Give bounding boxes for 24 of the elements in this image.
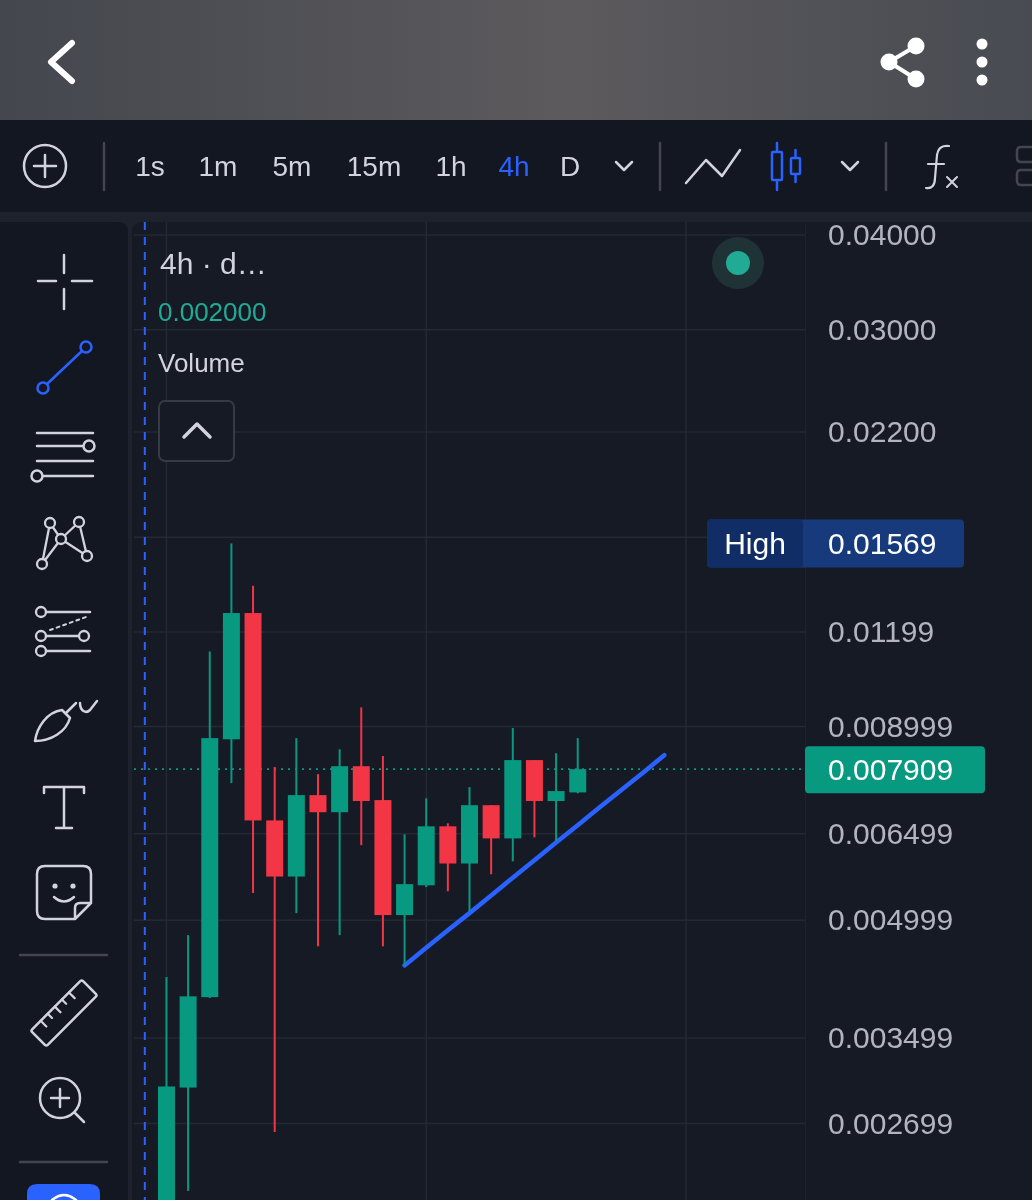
text: 1m — [198, 150, 238, 182]
y-tick-label: 0.01199 — [828, 615, 935, 649]
y-tick-label: 0.002699 — [828, 1106, 954, 1140]
line-series — [402, 753, 667, 968]
text: 0.01569 — [828, 526, 937, 560]
y-tick-label: 0.008999 — [828, 709, 954, 743]
text: 4h — [498, 150, 530, 182]
y-tick-label: 0.006499 — [828, 816, 954, 850]
text: 5m — [272, 150, 312, 182]
annotation: 0.002000 — [158, 297, 267, 327]
text: 1h — [435, 150, 467, 182]
y-tick-label: 0.004999 — [828, 903, 954, 937]
y-tick-label: 0.04000 — [828, 218, 937, 252]
text: 4h · d… — [160, 246, 267, 280]
annotation: High — [724, 526, 786, 560]
text: D — [559, 150, 581, 182]
y-tick-label: 0.02200 — [828, 415, 937, 449]
annotation: Volume — [158, 348, 245, 378]
y-tick-label: 0.003499 — [828, 1021, 954, 1055]
text: 15m — [346, 150, 402, 182]
y-tick-label: 0.03000 — [828, 312, 937, 346]
ref-line-label: 0.007909 — [828, 752, 954, 786]
text: 1s — [135, 150, 165, 182]
candlestick — [309, 773, 327, 948]
